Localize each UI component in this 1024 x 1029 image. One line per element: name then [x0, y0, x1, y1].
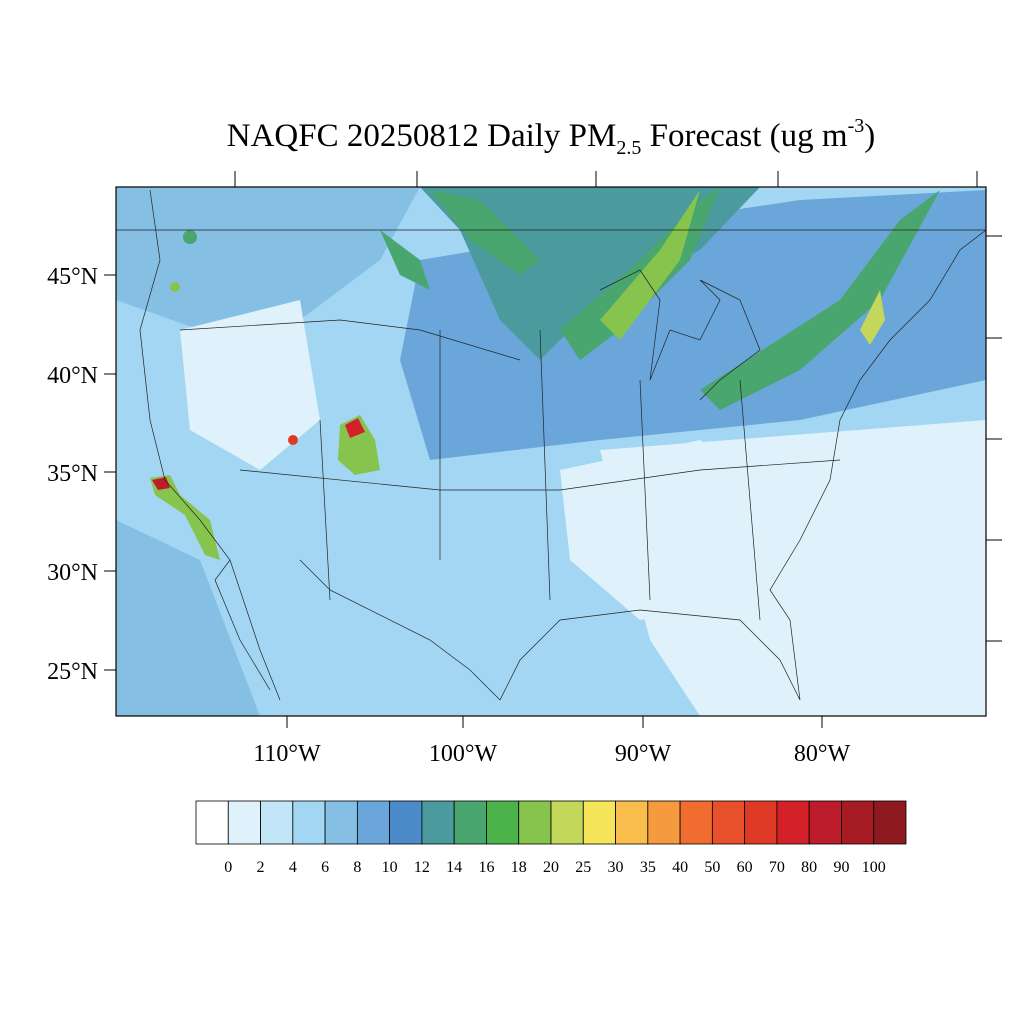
title-sub: 2.5 [616, 137, 641, 159]
colorbar-box [582, 800, 616, 845]
colorbar-box [873, 800, 907, 845]
colorbar-label: 8 [353, 859, 361, 876]
lat-label: 45°N [47, 264, 98, 290]
colorbar-label: 35 [640, 859, 656, 876]
colorbar-box [453, 800, 487, 845]
colorbar-label: 100 [862, 859, 886, 876]
colorbar-box [421, 800, 455, 845]
colorbar-box [195, 800, 229, 845]
lat-label: 40°N [47, 363, 98, 389]
colorbar-label: 25 [575, 859, 591, 876]
colorbar-box [486, 800, 520, 845]
colorbar-label: 18 [511, 859, 527, 876]
lon-label: 80°W [794, 741, 851, 767]
title: NAQFC 20250812 Daily PM2.5 Forecast (ug … [227, 115, 876, 159]
colorbar-box [808, 800, 842, 845]
colorbar-label: 4 [289, 859, 297, 876]
colorbar-label: 50 [704, 859, 720, 876]
colorbar-box [324, 800, 358, 845]
colorbar-label: 12 [414, 859, 430, 876]
lon-label: 100°W [429, 741, 498, 767]
lat-label: 25°N [47, 659, 98, 685]
colorbar-box [260, 800, 294, 845]
colorbar-label: 14 [446, 859, 462, 876]
colorbar-box [841, 800, 875, 845]
colorbar-label: 60 [737, 859, 753, 876]
colorbar-label: 30 [608, 859, 624, 876]
colorbar-label: 0 [224, 859, 232, 876]
colorbar-box [389, 800, 423, 845]
colorbar-box [292, 800, 326, 845]
lat-label: 30°N [47, 560, 98, 586]
colorbar-label: 70 [769, 859, 785, 876]
colorbar-label: 16 [478, 859, 494, 876]
colorbar-box [647, 800, 681, 845]
colorbar-box [615, 800, 649, 845]
title-main: NAQFC 20250812 Daily PM [227, 118, 617, 154]
colorbar-label: 6 [321, 859, 329, 876]
colorbar-box [518, 800, 552, 845]
colorbar-box [227, 800, 261, 845]
colorbar-label: 90 [833, 859, 849, 876]
colorbar-label: 20 [543, 859, 559, 876]
colorbar-label: 40 [672, 859, 688, 876]
colorbar-label: 2 [257, 859, 265, 876]
colorbar-label: 10 [382, 859, 398, 876]
title-end: ) [864, 118, 875, 154]
colorbar-box [744, 800, 778, 845]
colorbar-box [679, 800, 713, 845]
axis-labels: 45°N 40°N 35°N 30°N 25°N 110°W 100°W 90°W 80°W [47, 264, 850, 767]
colorbar-box [550, 800, 584, 845]
map-frame [115, 186, 987, 717]
lat-label: 35°N [47, 461, 98, 487]
colorbar-box [711, 800, 746, 845]
colorbar-box [776, 800, 810, 845]
lon-label: 90°W [615, 741, 672, 767]
map-field [116, 187, 986, 716]
lon-label: 110°W [253, 741, 321, 767]
axis-ticks [104, 171, 1002, 728]
coastlines [116, 189, 987, 701]
title-sup: -3 [848, 115, 865, 137]
title-mid: Forecast (ug m [641, 118, 848, 154]
colorbar-box [356, 800, 391, 845]
colorbar-label: 80 [801, 859, 817, 876]
colorbar: 0 2 4 6 8 10 12 14 16 18 20 25 30 35 40 50 60 70 80 90 100 [195, 800, 907, 876]
